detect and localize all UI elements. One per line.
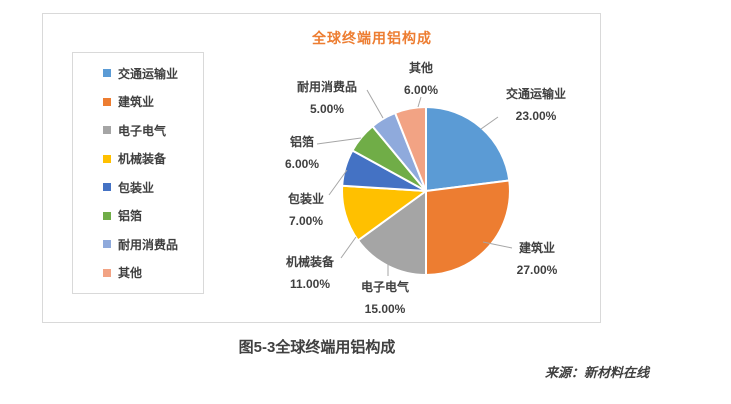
legend-item-electronics: 电子电气 (103, 122, 203, 139)
pie-label-name: 交通运输业 (505, 87, 567, 101)
legend-swatch-icon (103, 183, 111, 192)
pie-label-value: 5.00% (309, 102, 345, 116)
legend-label: 建筑业 (118, 95, 155, 110)
figure-caption: 图5-3全球终端用铝构成 (238, 339, 396, 356)
legend-label: 机械装备 (118, 152, 167, 167)
pie-label-name: 铝箔 (289, 135, 314, 149)
pie-label-value: 7.00% (288, 214, 324, 228)
pie-label-name: 电子电气 (360, 280, 410, 294)
leader-line-3 (340, 236, 357, 259)
pie-label-name: 建筑业 (518, 241, 556, 255)
legend-item-foil: 铝箔 (103, 207, 203, 224)
pie-label-5: 铝箔 6.00% (285, 131, 319, 175)
legend-swatch-icon (103, 69, 111, 78)
legend-swatch-icon (103, 240, 111, 249)
legend-label: 包装业 (118, 180, 155, 195)
pie-label-value: 15.00% (364, 302, 406, 316)
leader-line-5 (316, 137, 362, 145)
pie-label-value: 11.00% (289, 277, 331, 291)
pie-label-6: 耐用消费品 5.00% (297, 76, 357, 120)
legend-swatch-icon (103, 268, 111, 277)
legend-label: 铝箔 (118, 209, 143, 224)
legend-swatch-icon (103, 97, 111, 106)
leader-line-1 (482, 241, 513, 249)
pie-label-value: 6.00% (403, 83, 439, 97)
legend-item-machinery: 机械装备 (103, 150, 203, 167)
legend-swatch-icon (103, 154, 111, 163)
legend-swatch-icon (103, 126, 111, 135)
leader-line-0 (480, 116, 499, 130)
pie-slice-0 (425, 105, 511, 193)
pie-label-value: 6.00% (284, 157, 320, 171)
legend-swatch-icon (103, 211, 111, 220)
legend-item-durables: 耐用消费品 (103, 236, 203, 253)
chart-legend: 交通运输业 建筑业 电子电气 机械装备 包装业 铝箔 (72, 52, 204, 294)
leader-line-4 (328, 169, 348, 196)
pie-label-name: 包装业 (287, 192, 325, 206)
legend-label: 交通运输业 (118, 66, 179, 81)
pie-slice-1 (425, 179, 511, 277)
pie-label-1: 建筑业 27.00% (517, 237, 558, 281)
leader-line-7 (417, 96, 422, 108)
pie-label-name: 耐用消费品 (296, 80, 358, 94)
pie-label-0: 交通运输业 23.00% (506, 83, 566, 127)
pie-label-3: 机械装备 11.00% (286, 251, 334, 295)
legend-label: 电子电气 (118, 123, 167, 138)
pie-label-value: 27.00% (516, 263, 558, 277)
pie-label-value: 23.00% (515, 109, 557, 123)
pie-label-2: 电子电气 15.00% (361, 276, 409, 320)
legend-label: 耐用消费品 (118, 237, 179, 252)
legend-item-packaging: 包装业 (103, 179, 203, 196)
legend-item-transport: 交通运输业 (103, 65, 203, 82)
pie-slice-7 (393, 105, 427, 192)
chart-title: 全球终端用铝构成 (312, 30, 432, 46)
pie-label-7: 其他 6.00% (404, 57, 438, 101)
legend-label: 其他 (118, 266, 143, 281)
pie-label-4: 包装业 7.00% (288, 188, 324, 232)
leader-line-6 (366, 89, 384, 119)
pie-label-name: 机械装备 (285, 255, 335, 269)
legend-item-construction: 建筑业 (103, 93, 203, 110)
legend-item-other: 其他 (103, 264, 203, 281)
pie-label-name: 其他 (408, 61, 433, 75)
source-credit: 来源：新材料在线 (545, 365, 650, 380)
